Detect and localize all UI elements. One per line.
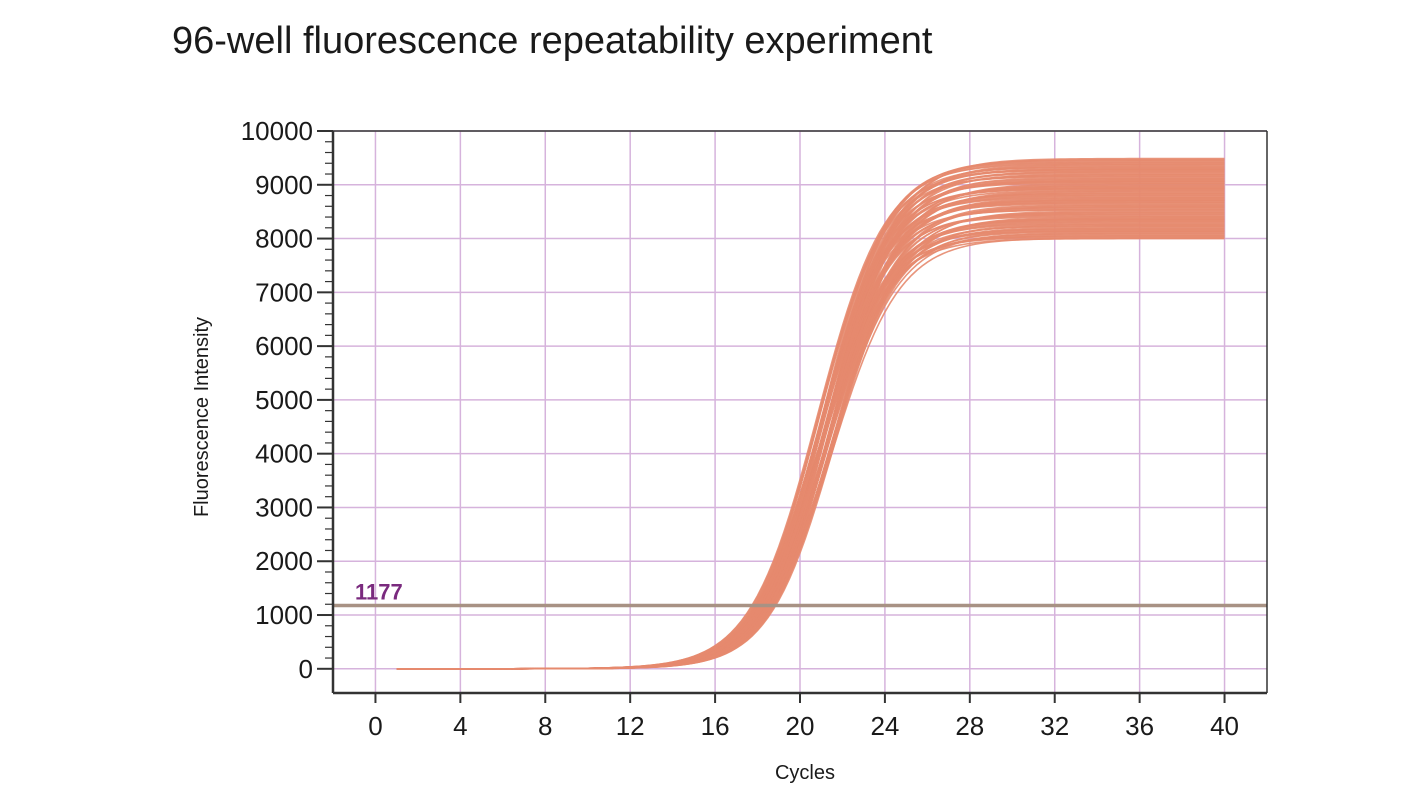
amplification-curve: [396, 168, 1225, 670]
x-axis-title: Cycles: [775, 762, 835, 784]
y-tick-label: 8000: [255, 224, 313, 254]
amplification-curve: [396, 172, 1225, 670]
amplification-curve: [396, 198, 1225, 670]
y-tick-labels: 0 1000 2000 3000 4000 5000 6000 7000 8000 9000 100…: [241, 116, 313, 684]
y-tick-label: 10000: [241, 116, 313, 146]
amplification-curve: [396, 204, 1225, 670]
amplification-curve: [396, 175, 1225, 670]
amplification-curve: [396, 194, 1225, 670]
amplification-curve: [396, 166, 1225, 670]
amplification-curve: [396, 182, 1225, 670]
amplification-curve: [396, 196, 1225, 670]
axes: [317, 130, 1268, 703]
y-tick-label: 5000: [255, 385, 313, 415]
amplification-curve: [396, 174, 1225, 670]
x-tick-label: 40: [1210, 711, 1239, 741]
y-tick-label: 4000: [255, 439, 313, 469]
amplification-curve: [396, 199, 1225, 670]
amplification-curve: [396, 163, 1225, 670]
x-tick-label: 0: [368, 711, 382, 741]
amplification-curve: [396, 180, 1225, 670]
amplification-curve: [396, 176, 1225, 670]
x-tick-label: 12: [616, 711, 645, 741]
amplification-curve: [396, 195, 1225, 670]
y-tick-label: 0: [299, 654, 313, 684]
amplification-curve: [396, 191, 1225, 670]
y-tick-label: 9000: [255, 170, 313, 200]
amplification-curve: [396, 187, 1225, 670]
amplification-curve: [396, 187, 1225, 670]
y-tick-label: 2000: [255, 546, 313, 576]
amplification-curve: [396, 201, 1225, 670]
threshold: 1177: [333, 580, 1267, 608]
amplification-curve: [396, 167, 1225, 670]
x-tick-label: 36: [1125, 711, 1154, 741]
amplification-curve: [396, 194, 1225, 670]
x-tick-label: 20: [786, 711, 815, 741]
x-tick-label: 16: [701, 711, 730, 741]
amplification-curve: [396, 184, 1225, 670]
amplification-curve: [396, 204, 1225, 670]
amplification-curve: [396, 163, 1225, 670]
x-tick-label: 4: [453, 711, 467, 741]
y-tick-label: 7000: [255, 277, 313, 307]
amplification-curve: [396, 180, 1225, 670]
amplification-curve: [396, 173, 1225, 670]
amplification-curve: [396, 190, 1225, 670]
x-tick-label: 28: [955, 711, 984, 741]
amplification-curve: [396, 189, 1225, 670]
amplification-curve: [396, 165, 1225, 670]
chart-title: 96-well fluorescence repeatability exper…: [172, 20, 933, 62]
amplification-curve: [396, 197, 1225, 670]
amplification-curve: [396, 169, 1225, 670]
x-tick-labels: 0 4 8 12 16 20 24 28 32 36 40: [368, 711, 1239, 741]
x-tick-label: 32: [1040, 711, 1069, 741]
amplification-curve: [396, 178, 1225, 670]
amplification-curve: [396, 177, 1225, 670]
amplification-curve: [396, 186, 1225, 670]
amplification-curve: [396, 179, 1225, 670]
threshold-label: 1177: [355, 580, 403, 605]
amplification-curve: [396, 166, 1225, 670]
amplification-curves: [396, 157, 1225, 670]
y-axis-title: Fluorescence Intensity: [191, 317, 213, 517]
amplification-curve: [396, 203, 1225, 670]
amplification-curve: [396, 170, 1225, 670]
amplification-curve: [396, 199, 1225, 670]
amplification-curve: [396, 171, 1225, 670]
x-tick-label: 24: [870, 711, 899, 741]
amplification-curve: [396, 193, 1225, 670]
y-tick-label: 6000: [255, 331, 313, 361]
amplification-curve: [396, 181, 1225, 670]
amplification-curve: [396, 183, 1225, 670]
x-tick-label: 8: [538, 711, 552, 741]
amplification-curve: [396, 200, 1225, 670]
y-tick-label: 3000: [255, 492, 313, 522]
amplification-curve: [396, 192, 1225, 670]
amplification-curve: [396, 188, 1225, 670]
y-tick-label: 1000: [255, 600, 313, 630]
amplification-curve: [396, 168, 1225, 670]
amplification-curve: [396, 185, 1225, 670]
amplification-curve: [396, 175, 1225, 670]
amplification-curve: [396, 205, 1225, 670]
amplification-curve: [396, 185, 1225, 670]
amplification-curve: [396, 202, 1225, 670]
